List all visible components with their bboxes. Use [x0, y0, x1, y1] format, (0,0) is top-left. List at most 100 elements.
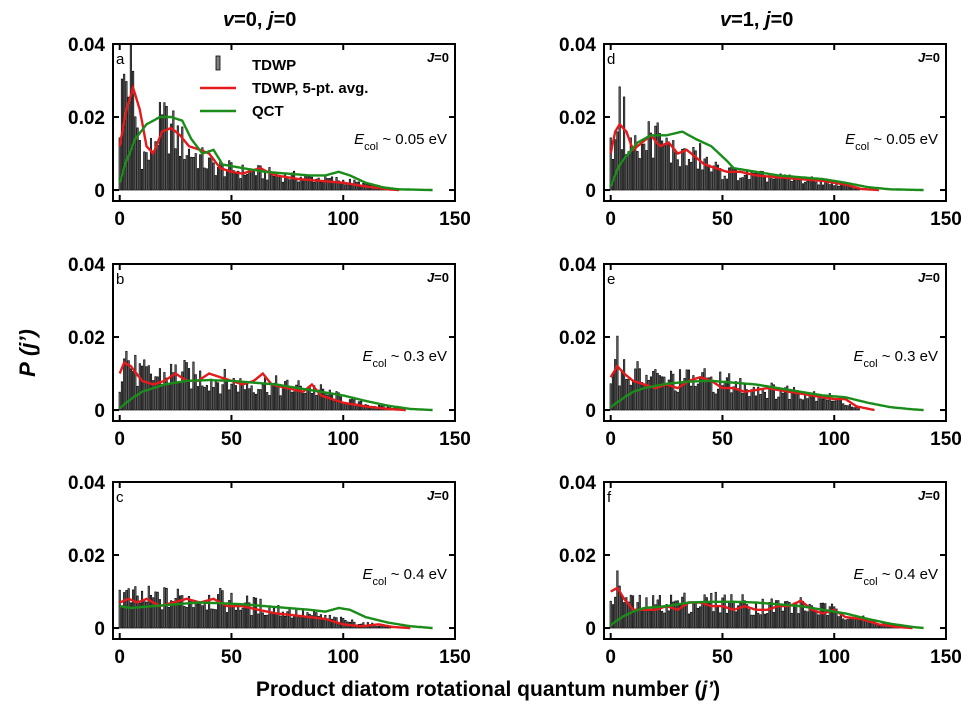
tdwp-bar: [288, 179, 291, 191]
tdwp-bar: [293, 614, 296, 629]
tdwp-bar: [658, 133, 661, 191]
tdwp-bar: [676, 600, 679, 629]
tdwp-bar: [143, 359, 146, 411]
tdwp-bar: [620, 370, 623, 411]
tdwp-bar: [351, 619, 354, 629]
panel-letter: f: [607, 489, 612, 506]
tdwp-bar: [779, 391, 782, 411]
qct-line: [609, 130, 924, 192]
tdwp-bar: [705, 377, 708, 411]
tdwp-bar: [243, 174, 246, 191]
tdwp-bar: [766, 613, 769, 629]
tdwp-bar: [627, 151, 630, 191]
tdwp-bar: [714, 161, 717, 191]
tdwp-bar: [830, 400, 834, 411]
tdwp-bar: [127, 96, 130, 191]
tdwp-bar: [129, 602, 132, 629]
tdwp-bar: [237, 391, 240, 411]
tdwp-bar: [290, 617, 293, 629]
ecol-label: Ecol ~ 0.4 eV: [853, 566, 938, 588]
tdwp-bar: [638, 158, 641, 191]
tdwp-bar: [790, 180, 793, 191]
tdwp-bar: [815, 610, 818, 629]
tdwp-bar: [308, 613, 311, 629]
tdwp-bar: [708, 164, 711, 191]
tdwp-bar: [678, 166, 682, 191]
tdwp-bar: [375, 626, 378, 629]
tdwp-bar: [625, 154, 628, 191]
tdwp-bar: [297, 617, 300, 629]
tdwp-bar: [315, 178, 318, 191]
tdwp-bar: [194, 601, 197, 629]
y-tick-label: 0: [585, 401, 596, 422]
tdwp-bar: [761, 171, 764, 191]
tdwp-bar: [620, 594, 623, 629]
tdwp-bar: [632, 381, 635, 411]
tdwp-bar: [239, 609, 242, 629]
tdwp-bar: [813, 611, 816, 629]
tdwp-bar: [855, 619, 858, 629]
tdwp-bar: [315, 395, 318, 411]
tdwp-bar: [230, 162, 233, 191]
tdwp-bar: [219, 588, 222, 629]
tdwp-bar: [851, 619, 854, 629]
tdwp-bar: [239, 378, 242, 411]
tdwp-bar: [806, 398, 809, 411]
tdwp-bar: [696, 383, 699, 411]
tdwp-bar: [656, 373, 659, 411]
tdwp-bar: [730, 594, 733, 629]
tdwp-bar: [272, 382, 275, 411]
tdwp-bar: [683, 378, 686, 411]
tdwp-bar: [149, 138, 153, 191]
tdwp-bar: [667, 142, 670, 191]
tdwp-bar: [817, 184, 820, 191]
tdwp-avg-line: [609, 364, 875, 412]
tdwp-bar: [223, 176, 226, 191]
tdwp-bar: [319, 384, 322, 411]
plot-area: [609, 335, 924, 412]
tdwp-bar: [777, 396, 780, 411]
tdwp-bar: [277, 387, 280, 411]
tdwp-bar: [232, 378, 235, 411]
column-title-right: v=1, j=0: [720, 9, 794, 31]
tdwp-bar: [203, 167, 206, 191]
tdwp-bar: [750, 172, 753, 191]
tdwp-bar: [255, 597, 258, 629]
tdwp-bar: [618, 86, 621, 191]
tdwp-bar: [721, 385, 724, 411]
tdwp-bar: [196, 168, 199, 191]
tdwp-bar: [384, 626, 387, 629]
tdwp-bar: [804, 181, 807, 191]
tdwp-bar: [185, 155, 188, 191]
tdwp-bar: [210, 378, 213, 411]
tdwp-bar: [681, 596, 684, 629]
tdwp-bar: [699, 606, 702, 629]
tdwp-bar: [737, 180, 740, 191]
tdwp-bar: [620, 149, 623, 191]
tdwp-bar: [297, 380, 300, 411]
qct-line: [609, 600, 924, 630]
tdwp-bar: [158, 599, 161, 629]
qct-line: [119, 601, 433, 630]
tdwp-bar: [842, 618, 845, 629]
tdwp-bar: [681, 148, 684, 191]
tdwp-bar: [725, 178, 728, 191]
tdwp-bar: [649, 132, 652, 191]
tdwp-bar: [708, 377, 711, 411]
tdwp-bar: [165, 587, 168, 629]
tdwp-bar: [611, 604, 614, 629]
tdwp-bar: [799, 398, 802, 411]
axes-frame: [603, 481, 947, 640]
tdwp-bar: [734, 381, 737, 411]
tdwp-bar: [813, 180, 816, 191]
tdwp-bar: [183, 606, 186, 629]
tdwp-bar: [223, 368, 226, 411]
tdwp-bar: [781, 610, 784, 629]
tdwp-bar: [737, 605, 740, 629]
tdwp-bar: [714, 393, 717, 411]
ecol-label: Ecol ~ 0.3 eV: [853, 348, 938, 370]
panel-letter: a: [116, 51, 125, 68]
tdwp-bar: [640, 382, 644, 411]
tdwp-bar: [781, 392, 784, 411]
tdwp-avg-line: [609, 122, 879, 192]
